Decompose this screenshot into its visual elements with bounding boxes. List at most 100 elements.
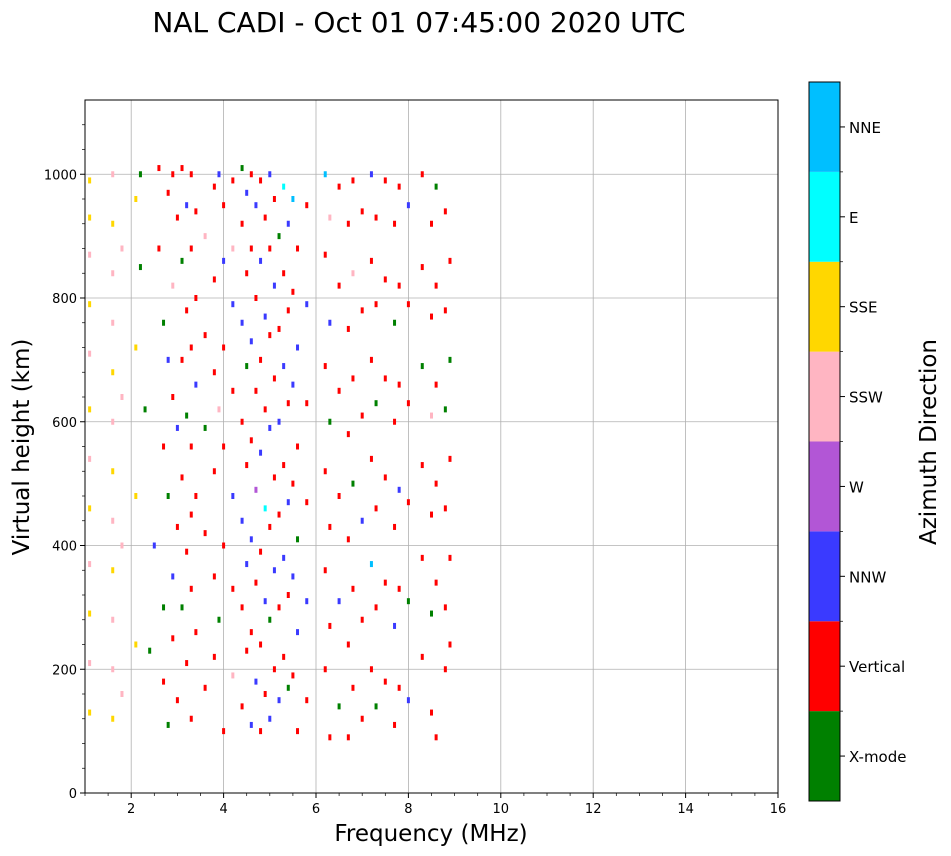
data-point: [111, 270, 115, 277]
data-point: [351, 270, 355, 277]
data-point: [434, 579, 438, 586]
data-point: [383, 177, 387, 184]
data-point: [383, 375, 387, 382]
data-point: [360, 307, 364, 314]
data-point: [296, 443, 300, 450]
data-point: [268, 424, 272, 431]
data-point: [374, 604, 378, 611]
data-point: [360, 715, 364, 722]
data-point: [240, 165, 244, 172]
data-point: [120, 691, 124, 697]
data-point: [175, 697, 179, 704]
data-point: [189, 585, 193, 592]
data-point: [282, 270, 286, 277]
data-point: [240, 319, 244, 326]
data-point: [88, 709, 92, 716]
x-tick-label: 8: [404, 802, 412, 817]
data-point: [263, 505, 267, 512]
data-point: [383, 276, 387, 283]
data-point: [212, 653, 216, 660]
x-axis-title: Frequency (MHz): [334, 821, 527, 847]
data-point: [263, 406, 267, 413]
data-point: [328, 734, 332, 741]
data-point: [203, 233, 207, 240]
data-point: [430, 313, 433, 320]
data-point: [305, 400, 309, 407]
data-point: [157, 165, 161, 172]
data-point: [162, 319, 166, 326]
data-point: [157, 245, 161, 252]
y-tick-label: 1000: [44, 168, 77, 183]
data-point: [430, 220, 433, 227]
data-point: [351, 585, 355, 592]
colorbar: X-mode Vertical NNW W SSW SSE E NNE: [808, 81, 906, 802]
data-point: [259, 257, 263, 264]
data-point: [360, 616, 364, 623]
data-point: [175, 523, 179, 530]
data-point: [212, 573, 216, 580]
data-point: [148, 647, 152, 654]
colorbar-label: NNE: [849, 119, 881, 137]
data-point: [254, 579, 258, 586]
data-point: [111, 616, 115, 623]
data-point: [175, 214, 179, 221]
data-point: [272, 474, 276, 481]
data-point: [143, 406, 147, 413]
data-point: [277, 511, 281, 518]
data-point: [360, 208, 364, 215]
data-point: [323, 666, 327, 673]
data-point: [351, 684, 355, 691]
x-tick-label: 14: [677, 802, 694, 817]
data-point: [443, 208, 447, 215]
colorbar-segment: [809, 171, 840, 262]
data-point: [88, 406, 92, 413]
data-point: [194, 295, 198, 301]
data-point: [259, 548, 263, 555]
data-point: [397, 585, 401, 592]
data-point: [397, 684, 401, 691]
data-point: [203, 332, 207, 339]
data-point: [203, 684, 207, 691]
colorbar-label: SSW: [849, 389, 883, 407]
data-point: [406, 598, 410, 605]
data-point: [420, 171, 424, 178]
colorbar-label: E: [849, 209, 858, 227]
data-point: [337, 493, 341, 499]
data-point: [254, 486, 258, 493]
data-point: [88, 610, 92, 617]
data-point: [434, 183, 438, 190]
data-point: [231, 387, 235, 394]
data-point: [249, 536, 253, 543]
colorbar-segment: [809, 82, 840, 172]
data-point: [254, 678, 258, 685]
data-point: [240, 703, 244, 710]
data-point: [245, 363, 249, 370]
data-point: [249, 338, 253, 345]
data-point: [346, 734, 350, 741]
data-point: [420, 554, 424, 561]
data-point: [171, 635, 175, 642]
data-point: [245, 270, 249, 277]
data-point: [397, 381, 401, 388]
data-point: [323, 468, 327, 475]
data-point: [397, 282, 401, 289]
data-point: [443, 604, 447, 611]
data-point: [443, 666, 447, 673]
data-point: [360, 517, 364, 524]
data-point: [337, 703, 341, 710]
data-point: [393, 523, 397, 530]
data-point: [111, 418, 115, 425]
data-point: [277, 697, 281, 704]
y-tick-label: 400: [52, 540, 77, 555]
data-point: [305, 202, 309, 209]
data-point: [282, 363, 286, 370]
colorbar-label: SSE: [849, 299, 878, 317]
data-point: [291, 196, 295, 202]
data-point: [88, 660, 92, 667]
data-point: [231, 245, 235, 252]
data-point: [111, 715, 115, 722]
data-point: [222, 202, 226, 209]
data-point: [323, 363, 327, 370]
data-point: [111, 369, 115, 376]
data-point: [189, 715, 193, 722]
